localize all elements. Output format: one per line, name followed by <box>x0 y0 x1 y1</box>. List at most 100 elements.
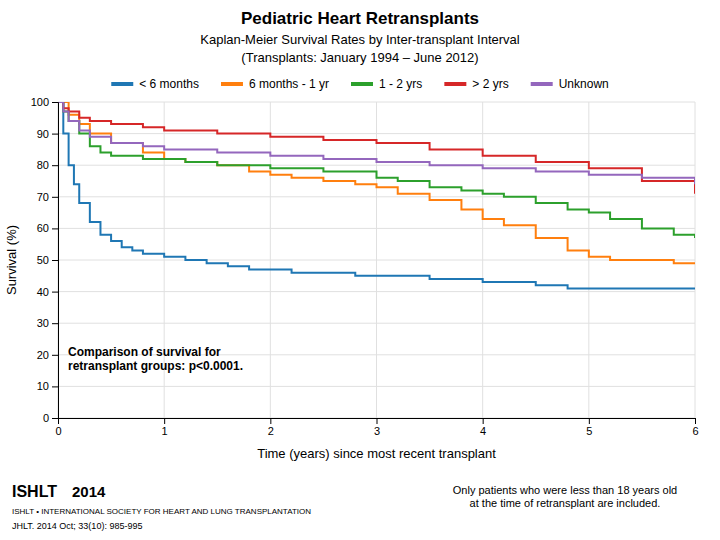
x-tick: 5 <box>586 418 592 437</box>
survival-curve <box>58 102 695 288</box>
y-tick: 10 <box>37 380 58 392</box>
legend-swatch <box>221 82 243 86</box>
y-tick: 60 <box>37 222 58 234</box>
y-grid-line <box>58 102 695 103</box>
y-grid-line <box>58 228 695 229</box>
y-tick-mark <box>52 355 58 356</box>
y-tick-label: 20 <box>37 349 49 361</box>
y-tick-mark <box>52 292 58 293</box>
annotation-line: retransplant groups: p<0.0001. <box>68 359 243 373</box>
legend-label: > 2 yrs <box>472 77 508 91</box>
y-tick-mark <box>52 228 58 229</box>
y-grid-line <box>58 386 695 387</box>
x-tick: 1 <box>162 418 168 437</box>
y-tick: 90 <box>37 128 58 140</box>
x-tick: 6 <box>692 418 698 437</box>
legend-swatch <box>111 82 133 86</box>
annotation-line: Comparison of survival for <box>68 345 221 359</box>
legend-item: < 6 months <box>111 77 199 91</box>
survival-curve <box>58 102 695 194</box>
legend-label: 1 - 2 yrs <box>379 77 422 91</box>
y-tick-mark <box>52 386 58 387</box>
y-tick: 20 <box>37 349 58 361</box>
footer-society-line: ISHLT • INTERNATIONAL SOCIETY FOR HEART … <box>12 507 311 516</box>
footer-logo-year: 2014 <box>72 483 106 500</box>
y-tick-mark <box>52 165 58 166</box>
legend: < 6 months 6 months - 1 yr 1 - 2 yrs > 2 yr… <box>111 77 608 91</box>
footer-logo-line: ISHLT <box>12 483 57 500</box>
x-tick-label: 1 <box>162 425 168 437</box>
annotation: Comparison of survival forretransplant g… <box>68 345 243 373</box>
y-tick: 100 <box>31 96 58 108</box>
y-grid-line <box>58 260 695 261</box>
y-tick-label: 10 <box>37 380 49 392</box>
legend-item: Unknown <box>531 77 609 91</box>
y-grid-line <box>58 323 695 324</box>
y-grid-line <box>58 133 695 134</box>
y-tick-mark <box>52 260 58 261</box>
y-axis: 0102030405060708090100 <box>31 96 59 424</box>
survival-curve <box>58 102 695 184</box>
subtitle: (Transplants: January 1994 – June 2012) <box>241 50 478 65</box>
y-tick-label: 60 <box>37 222 49 234</box>
x-tick-label: 0 <box>55 425 61 437</box>
y-tick-label: 80 <box>37 159 49 171</box>
x-axis-line <box>59 419 696 425</box>
y-tick: 70 <box>37 191 58 203</box>
footer-note-line: Only patients who were less than 18 year… <box>453 484 677 496</box>
plot-area <box>58 102 695 288</box>
footer-logo: ISHLT <box>12 483 57 500</box>
legend-swatch <box>531 82 553 86</box>
legend-label: Unknown <box>559 77 609 91</box>
x-tick-label: 3 <box>374 425 380 437</box>
x-tick-label: 2 <box>268 425 274 437</box>
x-tick-mark <box>377 418 378 424</box>
y-tick-mark <box>52 134 58 135</box>
x-axis: 0 1 2 3 4 5 6 <box>55 418 698 437</box>
x-tick: 4 <box>480 418 486 437</box>
x-tick: 3 <box>374 418 380 437</box>
legend-item: 6 months - 1 yr <box>221 77 329 91</box>
legend-swatch <box>351 82 373 86</box>
x-tick-mark <box>695 418 696 424</box>
survival-curve <box>58 102 695 263</box>
x-tick-mark <box>164 418 165 424</box>
y-axis-title: Survival (%) <box>4 225 19 295</box>
x-tick-label: 6 <box>692 425 698 437</box>
grid <box>58 102 695 418</box>
legend-item: > 2 yrs <box>444 77 508 91</box>
y-tick-mark <box>52 323 58 324</box>
y-grid-line <box>58 291 695 292</box>
title: Pediatric Heart Retransplants <box>241 9 479 28</box>
y-grid-line <box>58 165 695 166</box>
x-tick-mark <box>270 418 271 424</box>
footer-citation-line: JHLT. 2014 Oct; 33(10): 985-995 <box>12 521 142 531</box>
y-tick: 0 <box>43 412 58 424</box>
x-tick-label: 4 <box>480 425 486 437</box>
survival-curve <box>58 102 695 238</box>
footer-note: Only patients who were less than 18 year… <box>453 484 677 509</box>
x-axis-title: Time (years) since most recent transplan… <box>257 446 496 461</box>
y-tick-label: 70 <box>37 191 49 203</box>
y-tick-mark <box>52 197 58 198</box>
footer-society: ISHLT • INTERNATIONAL SOCIETY FOR HEART … <box>12 507 311 516</box>
x-tick-label: 5 <box>586 425 592 437</box>
footer-logo-year-line: 2014 <box>72 483 106 500</box>
x-tick-mark <box>483 418 484 424</box>
y-tick-label: 90 <box>37 128 49 140</box>
y-tick-label: 40 <box>37 286 49 298</box>
x-tick: 0 <box>55 418 61 437</box>
y-grid-line <box>58 196 695 197</box>
y-tick-mark <box>52 418 58 419</box>
legend-item: 1 - 2 yrs <box>351 77 422 91</box>
y-tick-label: 30 <box>37 317 49 329</box>
y-tick-label: 100 <box>31 96 49 108</box>
footer-note-line: at the time of retransplant are included… <box>470 497 661 509</box>
y-axis-line <box>52 103 59 419</box>
y-tick-mark <box>52 102 58 103</box>
y-tick-label: 0 <box>43 412 49 424</box>
footer-citation: JHLT. 2014 Oct; 33(10): 985-995 <box>12 521 142 531</box>
y-tick: 30 <box>37 317 58 329</box>
y-tick: 80 <box>37 159 58 171</box>
subtitle: Kaplan-Meier Survival Rates by Inter-tra… <box>200 32 519 47</box>
